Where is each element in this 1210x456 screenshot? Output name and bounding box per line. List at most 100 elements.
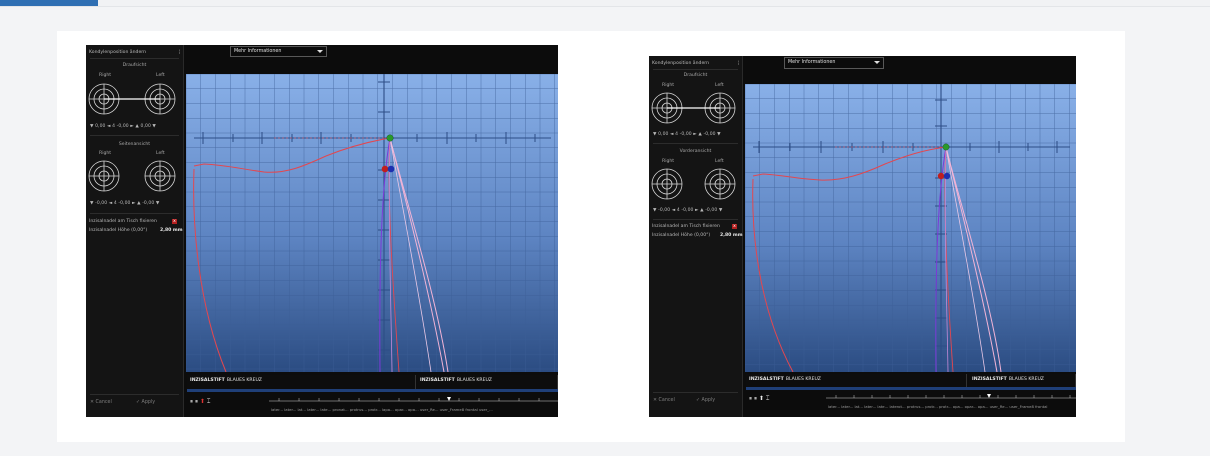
point-blue[interactable] [387, 165, 395, 173]
timeline-track[interactable] [187, 389, 558, 392]
condyle-panel: Kondylenposition ändern ¦ Draufsicht Rig… [86, 45, 184, 417]
tag-title: INZISALSTIFT [190, 378, 225, 383]
timeline-labels[interactable]: later... later... lat... later... late..… [271, 407, 493, 412]
left-label: Left [156, 151, 165, 156]
tag-subtitle: BLAUES KREUZ [456, 378, 492, 383]
divider [653, 143, 738, 144]
incisal-fix-checkbox[interactable]: x [172, 219, 177, 224]
timeline-labels[interactable]: later... later... lat... later... late..… [828, 404, 1048, 409]
apply-button[interactable]: ✓ Apply [696, 398, 715, 403]
screenshot-after: Kondylenposition ändern ¦ Draufsicht Rig… [649, 56, 1076, 417]
motion-plot-canvas [186, 74, 558, 372]
divider [653, 69, 738, 70]
top-view-values[interactable]: ▼ 0,00 ◄ 4 -0,00 ► ▲ -0,00 ▼ [653, 132, 721, 137]
active-tab-indicator [0, 0, 98, 6]
tag-title: INZISALSTIFT [972, 377, 1007, 382]
point-green[interactable] [386, 134, 394, 142]
playhead-icon[interactable] [987, 394, 991, 398]
timeline-ruler[interactable] [826, 392, 1076, 402]
incisal-fix-label: Inzisalnadel am Tisch fixieren [652, 224, 720, 229]
dropdown-label: Mehr Informationen [788, 60, 836, 65]
motion-plot-canvas [745, 84, 1076, 372]
divider [653, 219, 738, 220]
right-label: Right [662, 159, 675, 164]
point-green[interactable] [942, 143, 950, 151]
chevron-down-icon [874, 61, 880, 64]
incisal-tag-right: INZISALSTIFT BLAUES KREUZ [969, 374, 1076, 387]
panel-title: Kondylenposition ändern [652, 61, 709, 66]
right-label: Right [99, 151, 112, 156]
front-view-values[interactable]: ▼ -0,00 ◄ 4 -0,00 ► ▲ -0,00 ▼ [90, 201, 160, 206]
pause-icon[interactable]: ⏸ [749, 395, 753, 402]
motion-plot[interactable] [186, 74, 558, 372]
right-label: Right [99, 73, 112, 78]
arrow-up-icon[interactable]: ⬆ [758, 395, 764, 402]
left-label: Left [715, 83, 724, 88]
tag-subtitle: BLAUES KREUZ [1008, 377, 1044, 382]
top-view-label: Draufsicht [683, 73, 708, 78]
timeline-ruler[interactable] [269, 395, 558, 405]
arrow-up-icon[interactable]: ⬆ [199, 398, 205, 405]
tag-title: INZISALSTIFT [749, 377, 784, 382]
front-view-values[interactable]: ▼ -0,00 ◄ 4 -0,00 ► ▲ -0,00 ▼ [653, 208, 723, 213]
front-view-label: Vorderansicht [679, 149, 712, 154]
motion-plot[interactable] [745, 84, 1076, 372]
condyle-panel: Kondylenposition ändern ¦ Draufsicht Rig… [649, 56, 743, 417]
cancel-button[interactable]: ✕ Cancel [90, 400, 112, 405]
incisal-height-value[interactable]: 2,80 mm [160, 228, 183, 233]
apply-button[interactable]: ✓ Apply [136, 400, 155, 405]
timeline-controls[interactable]: ⏸ ⏸ ⬆ ⌶ [190, 398, 210, 406]
pause-icon[interactable]: ⏸ [194, 398, 198, 405]
front-view-targets [88, 160, 176, 192]
cursor-icon[interactable]: ⌶ [765, 395, 770, 402]
apply-label: Apply [141, 400, 156, 405]
chevron-down-icon [317, 50, 323, 53]
panel-title: Kondylenposition ändern [89, 50, 146, 55]
tag-subtitle: BLAUES KREUZ [226, 378, 262, 383]
more-info-dropdown[interactable]: Mehr Informationen [784, 57, 884, 69]
right-label: Right [662, 83, 675, 88]
panel-close-icon[interactable]: ¦ [737, 60, 739, 66]
divider [90, 213, 179, 214]
cursor-icon[interactable]: ⌶ [206, 398, 211, 405]
left-label: Left [156, 73, 165, 78]
front-view-targets [651, 168, 736, 200]
incisal-tag-left: INZISALSTIFT BLAUES KREUZ [746, 374, 967, 387]
timeline-track[interactable] [746, 387, 1076, 390]
divider [653, 392, 738, 393]
panel-close-icon[interactable]: ¦ [178, 49, 180, 55]
top-view-label: Draufsicht [122, 63, 147, 68]
screenshot-before: Kondylenposition ändern ¦ Draufsicht Rig… [86, 45, 558, 417]
top-view-targets [88, 83, 176, 115]
incisal-tag-right: INZISALSTIFT BLAUES KREUZ [417, 375, 558, 389]
point-blue[interactable] [943, 172, 951, 180]
incisal-height-label: Inzisalnadel Höhe (0,00°) [89, 228, 148, 233]
check-icon: ✓ [136, 400, 142, 405]
front-view-label: Seitenansicht [118, 142, 151, 147]
close-icon: ✕ [653, 398, 659, 403]
top-bar [0, 0, 1210, 7]
top-view-targets [651, 92, 736, 124]
timeline-controls[interactable]: ⏸ ⏸ ⬆ ⌶ [749, 395, 769, 403]
pause-icon[interactable]: ⏸ [753, 395, 757, 402]
incisal-height-label: Inzisalnadel Höhe (0,00°) [652, 233, 711, 238]
divider [90, 394, 179, 395]
tag-subtitle: BLAUES KREUZ [785, 377, 821, 382]
tag-title: INZISALSTIFT [420, 378, 455, 383]
incisal-height-value[interactable]: 2,80 mm [720, 233, 743, 238]
top-view-values[interactable]: ▼ 0,00 ◄ 4 -0,00 ► ▲ 0,00 ▼ [90, 124, 156, 129]
left-label: Left [715, 159, 724, 164]
divider [90, 58, 179, 59]
divider [90, 135, 179, 136]
playhead-icon[interactable] [447, 397, 451, 401]
point-red[interactable] [381, 165, 389, 173]
pause-icon[interactable]: ⏸ [190, 398, 194, 405]
dropdown-label: Mehr Informationen [234, 49, 282, 54]
check-icon: ✓ [696, 398, 702, 403]
cancel-button[interactable]: ✕ Cancel [653, 398, 675, 403]
incisal-fix-checkbox[interactable]: x [732, 224, 737, 229]
point-red[interactable] [937, 172, 945, 180]
incisal-tag-left: INZISALSTIFT BLAUES KREUZ [187, 375, 416, 389]
cancel-label: Cancel [95, 400, 112, 405]
more-info-dropdown[interactable]: Mehr Informationen [230, 46, 327, 57]
